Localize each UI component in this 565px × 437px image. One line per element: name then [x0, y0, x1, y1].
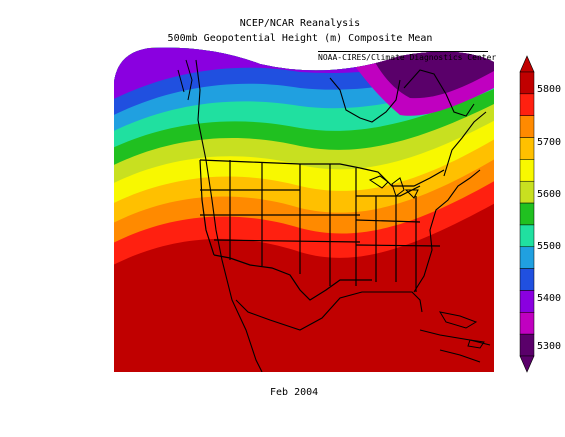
- colorbar-top-arrow: [519, 55, 535, 73]
- colorbar-cell: [519, 71, 535, 95]
- colorbar-cell: [519, 115, 535, 138]
- credit-divider: [318, 51, 488, 52]
- chart-title: NCEP/NCAR Reanalysis: [239, 18, 361, 29]
- colorbar-cell: [519, 202, 535, 226]
- date-label: Feb 2004: [270, 387, 319, 398]
- colorbar-label-5700: 5700: [537, 137, 562, 148]
- credit-label: NOAA-CIRES/Climate Diagnostics Center: [318, 53, 497, 62]
- colorbar-cell: [519, 224, 535, 248]
- colorbar-cell: [519, 268, 535, 291]
- political-boundaries: [199, 159, 445, 301]
- colorbar-label-5600: 5600: [537, 189, 562, 200]
- colorbar-label-5400: 5400: [537, 293, 562, 304]
- colorbar-cell: [519, 333, 535, 357]
- colorbar-label-5800: 5800: [537, 84, 562, 95]
- colorbar-cell: [519, 290, 535, 313]
- trough-low: [360, 47, 494, 99]
- colorbar-bottom-arrow: [519, 355, 535, 373]
- colorbar-cell: [519, 159, 535, 182]
- chart-subtitle: 500mb Geopotential Height (m) Composite …: [167, 33, 433, 44]
- colorbar-cell: [519, 312, 535, 335]
- colorbar-cells: [519, 71, 535, 357]
- colorbar-label-5500: 5500: [537, 241, 562, 252]
- colorbar-label-5300: 5300: [537, 341, 562, 352]
- colorbar-cell: [519, 246, 535, 269]
- colorbar-cell: [519, 180, 535, 204]
- colorbar-cell: [519, 93, 535, 116]
- colorbar-cell: [519, 137, 535, 160]
- lakes-and-islands: [177, 59, 485, 349]
